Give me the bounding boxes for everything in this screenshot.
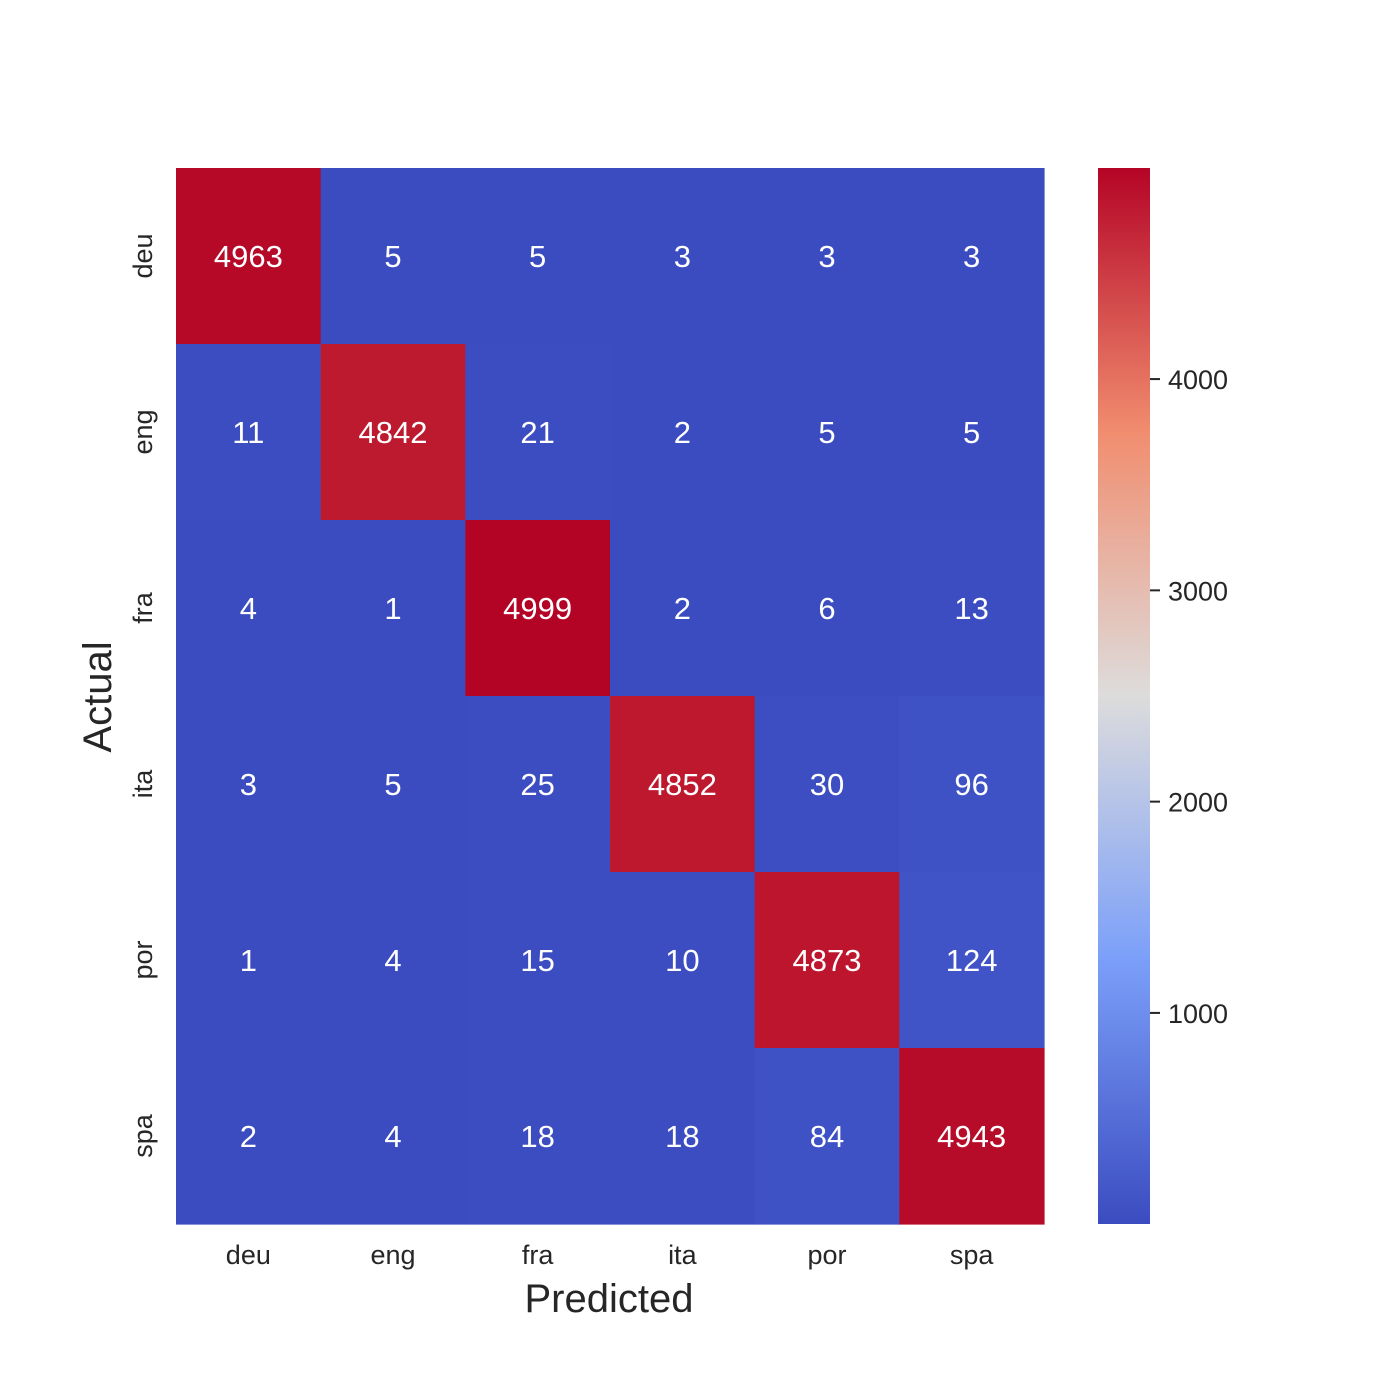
heatmap-cell bbox=[176, 344, 322, 521]
x-tick-label: por bbox=[807, 1240, 846, 1270]
heatmap-cell bbox=[899, 872, 1045, 1049]
x-tick-label: fra bbox=[522, 1240, 554, 1270]
heatmap-cell bbox=[610, 168, 756, 345]
heatmap-cell bbox=[899, 520, 1045, 697]
heatmap-cell bbox=[899, 344, 1045, 521]
cell-value-label: 2 bbox=[674, 591, 691, 626]
cell-value-label: 5 bbox=[818, 415, 835, 450]
cell-value-label: 5 bbox=[529, 239, 546, 274]
x-tick-label: eng bbox=[370, 1240, 415, 1270]
colorbar-tick-label: 4000 bbox=[1168, 365, 1228, 395]
cell-value-label: 4943 bbox=[937, 1119, 1006, 1154]
heatmap-cell bbox=[465, 344, 611, 521]
x-tick-labels: deu eng fra ita por spa bbox=[226, 1240, 995, 1270]
heatmap-cell bbox=[465, 168, 611, 345]
heatmap-cell bbox=[610, 872, 756, 1049]
colorbar bbox=[1098, 168, 1150, 1224]
y-tick-label: deu bbox=[128, 233, 158, 278]
cell-value-label: 15 bbox=[520, 943, 554, 978]
cell-value-label: 3 bbox=[818, 239, 835, 274]
cell-value-label: 25 bbox=[520, 767, 554, 802]
y-tick-label: ita bbox=[128, 769, 158, 799]
cell-value-label: 1 bbox=[384, 591, 401, 626]
cell-value-label: 3 bbox=[963, 239, 980, 274]
y-tick-label: fra bbox=[128, 591, 158, 623]
heatmap-cell bbox=[754, 696, 900, 873]
heatmap-cell bbox=[899, 168, 1045, 345]
heatmap-cell bbox=[320, 1048, 466, 1225]
cell-value-label: 3 bbox=[240, 767, 257, 802]
cell-value-label: 21 bbox=[520, 415, 554, 450]
cell-value-label: 18 bbox=[520, 1119, 554, 1154]
colorbar-tick-label: 1000 bbox=[1168, 999, 1228, 1029]
y-axis-title: Actual bbox=[76, 641, 120, 752]
heatmap-cell bbox=[610, 696, 756, 873]
heatmap-cell bbox=[754, 344, 900, 521]
y-tick-label: por bbox=[128, 940, 158, 979]
heatmap-cell bbox=[465, 872, 611, 1049]
cell-value-label: 4 bbox=[240, 591, 257, 626]
heatmap-cell bbox=[465, 696, 611, 873]
heatmap-cell bbox=[465, 520, 611, 697]
cell-value-label: 1 bbox=[240, 943, 257, 978]
heatmap-cell bbox=[320, 696, 466, 873]
cell-annotations: 4963 5 5 3 3 311 4842 21 2 5 54 1 4999 2 6 133 5 25 4852 30… bbox=[214, 239, 1006, 1154]
colorbar-tick-label: 2000 bbox=[1168, 788, 1228, 818]
cell-value-label: 4873 bbox=[793, 943, 862, 978]
heatmap-cell bbox=[320, 168, 466, 345]
heatmap-cell bbox=[176, 168, 322, 345]
heatmap-cells bbox=[176, 168, 1045, 1225]
y-tick-label: eng bbox=[128, 409, 158, 454]
cell-value-label: 13 bbox=[954, 591, 988, 626]
heatmap-cell bbox=[320, 520, 466, 697]
heatmap-cell bbox=[610, 344, 756, 521]
heatmap-cell bbox=[610, 520, 756, 697]
x-axis-title: Predicted bbox=[525, 1277, 694, 1321]
cell-value-label: 6 bbox=[818, 591, 835, 626]
cell-value-label: 5 bbox=[963, 415, 980, 450]
heatmap-cell bbox=[754, 1048, 900, 1225]
heatmap-cell bbox=[610, 1048, 756, 1225]
cell-value-label: 2 bbox=[674, 415, 691, 450]
heatmap-cell bbox=[465, 1048, 611, 1225]
cell-value-label: 4 bbox=[384, 943, 401, 978]
heatmap-cell bbox=[176, 872, 322, 1049]
cell-value-label: 18 bbox=[665, 1119, 699, 1154]
heatmap-cell bbox=[754, 872, 900, 1049]
cell-value-label: 4852 bbox=[648, 767, 717, 802]
cell-value-label: 124 bbox=[946, 943, 998, 978]
heatmap-cell bbox=[899, 696, 1045, 873]
heatmap-cell bbox=[176, 520, 322, 697]
cell-value-label: 11 bbox=[232, 415, 264, 450]
cell-value-label: 3 bbox=[674, 239, 691, 274]
heatmap-cell bbox=[176, 1048, 322, 1225]
cell-value-label: 10 bbox=[665, 943, 699, 978]
y-tick-label: spa bbox=[128, 1113, 158, 1158]
cell-value-label: 4999 bbox=[503, 591, 572, 626]
cell-value-label: 4 bbox=[384, 1119, 401, 1154]
x-tick-label: deu bbox=[226, 1240, 271, 1270]
heatmap-cell bbox=[320, 872, 466, 1049]
x-tick-label: spa bbox=[950, 1240, 995, 1270]
y-tick-labels: deu eng fra ita por spa bbox=[128, 233, 158, 1157]
x-tick-label: ita bbox=[668, 1240, 698, 1270]
cell-value-label: 2 bbox=[240, 1119, 257, 1154]
cell-value-label: 96 bbox=[954, 767, 988, 802]
cell-value-label: 4963 bbox=[214, 239, 283, 274]
heatmap-cell bbox=[754, 168, 900, 345]
cell-value-label: 5 bbox=[384, 767, 401, 802]
cell-value-label: 84 bbox=[810, 1119, 844, 1154]
cell-value-label: 5 bbox=[384, 239, 401, 274]
colorbar-tick-label: 3000 bbox=[1168, 576, 1228, 606]
colorbar-ticks: 1000 2000 3000 4000 bbox=[1150, 365, 1228, 1029]
heatmap-cell bbox=[754, 520, 900, 697]
heatmap-cell bbox=[176, 696, 322, 873]
cell-value-label: 30 bbox=[810, 767, 844, 802]
cell-value-label: 4842 bbox=[359, 415, 428, 450]
heatmap-cell bbox=[320, 344, 466, 521]
heatmap-cell bbox=[899, 1048, 1045, 1225]
